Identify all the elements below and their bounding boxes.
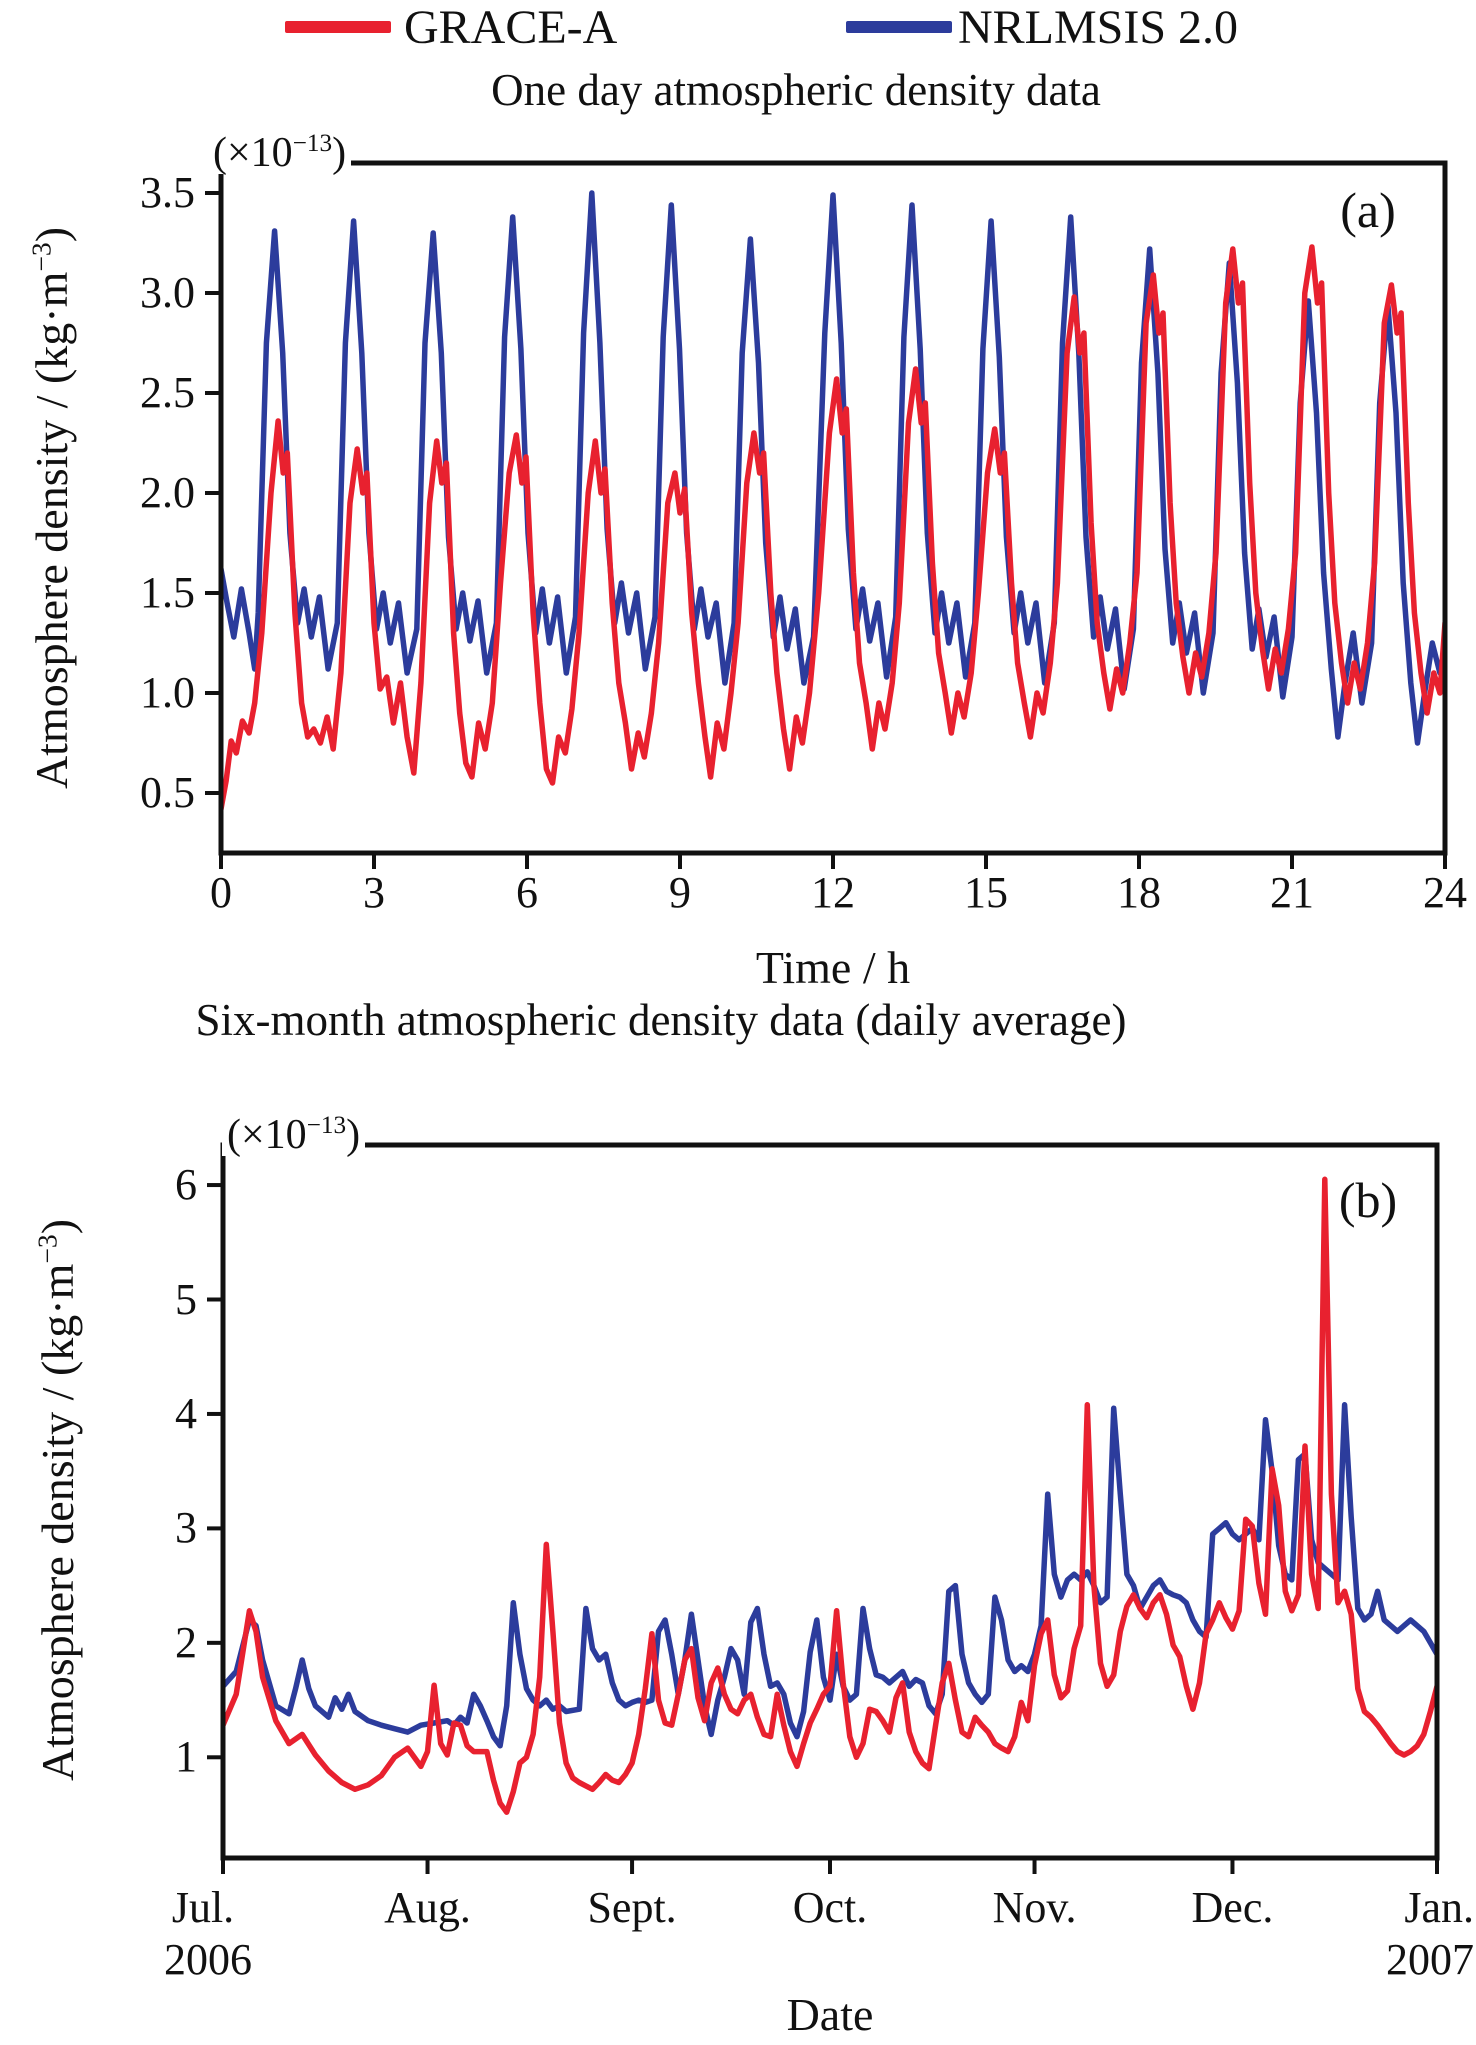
panel-a-y-tick-label: 1.0 [140, 668, 195, 717]
grace-a-legend-label: GRACE-A [404, 1, 618, 54]
panel-a-x-tick-label: 6 [516, 868, 538, 917]
grace-a-line-panel-a [221, 244, 1445, 812]
panel-b-x-axis-label: Date [786, 1989, 874, 2040]
panel-a-y-tick-label: 3.5 [140, 168, 195, 217]
nrlmsis-2-0-line-panel-a [221, 190, 1445, 746]
nrlmsis-2-0-line-panel-b [223, 1402, 1437, 1749]
panel-b-x-tick-label: Sept. [587, 1883, 677, 1932]
grace-a-legend-swatch [285, 21, 391, 33]
panel-b-title: Six-month atmospheric density data (dail… [195, 995, 1127, 1045]
panel-b-x-tick-label: Jan. [1404, 1883, 1474, 1932]
panel-a-frame [218, 160, 1448, 856]
panel-a-x-tick-label: 21 [1270, 868, 1314, 917]
panel-b-y-tick-label: 5 [175, 1274, 197, 1324]
panel-a-x-tick-label: 0 [210, 868, 232, 917]
grace-a-line-panel-b [223, 1176, 1437, 1815]
panel-b-scale-note: (×10−13) [222, 1113, 366, 1156]
panel-a-y-axis-label: Atmosphere density / (kg·m−3) [25, 226, 77, 790]
panel-b-x-tick-sublabel: 2007 [1386, 1935, 1474, 1984]
panel-b-x-tick-label: Nov. [992, 1883, 1077, 1932]
panel-b-y-tick-label: 4 [175, 1388, 197, 1438]
panel-a-y-tick-label: 2.5 [140, 368, 195, 417]
panel-b-x-tick-label: Aug. [384, 1883, 471, 1932]
panel-b-y-tick-label: 2 [175, 1617, 197, 1667]
panel-a-scale-note: (×10−13) [208, 131, 352, 174]
panel-a-y-tick-label: 2.0 [140, 468, 195, 517]
panel-a-x-tick-label: 3 [363, 868, 385, 917]
panel-b-y-tick-label: 1 [175, 1732, 197, 1782]
panel-b-letter: (b) [1338, 1172, 1398, 1228]
panel-a-y-tick-label: 3.0 [140, 268, 195, 317]
panel-b-y-axis-label: Atmosphere density / (kg·m−3) [31, 1218, 83, 1782]
panel-a-x-tick-label: 12 [811, 868, 855, 917]
panel-b-x-tick-sublabel: 2006 [164, 1935, 252, 1984]
panel-a-x-tick-label: 24 [1423, 868, 1467, 917]
panel-a-y-tick-label: 1.5 [140, 568, 195, 617]
nrlmsis-legend-swatch [846, 21, 952, 33]
panel-a-x-tick-label: 15 [964, 868, 1008, 917]
panel-b-y-tick-label: 3 [175, 1503, 197, 1553]
panel-b-x-tick-label: Dec. [1191, 1883, 1274, 1932]
panel-b-x-tick-label: Oct. [792, 1883, 868, 1932]
panel-a-y-tick-label: 0.5 [140, 768, 195, 817]
panel-a-title: One day atmospheric density data [491, 65, 1101, 115]
panel-b-y-tick-label: 6 [175, 1160, 197, 1210]
nrlmsis-legend-label: NRLMSIS 2.0 [958, 1, 1239, 54]
panel-b-x-tick-label: Jul. [171, 1883, 235, 1932]
panel-a-x-tick-label: 18 [1117, 868, 1161, 917]
panel-a-x-axis-label: Time / h [755, 942, 911, 993]
panel-a-x-tick-label: 9 [669, 868, 691, 917]
panel-a-letter: (a) [1340, 182, 1396, 238]
